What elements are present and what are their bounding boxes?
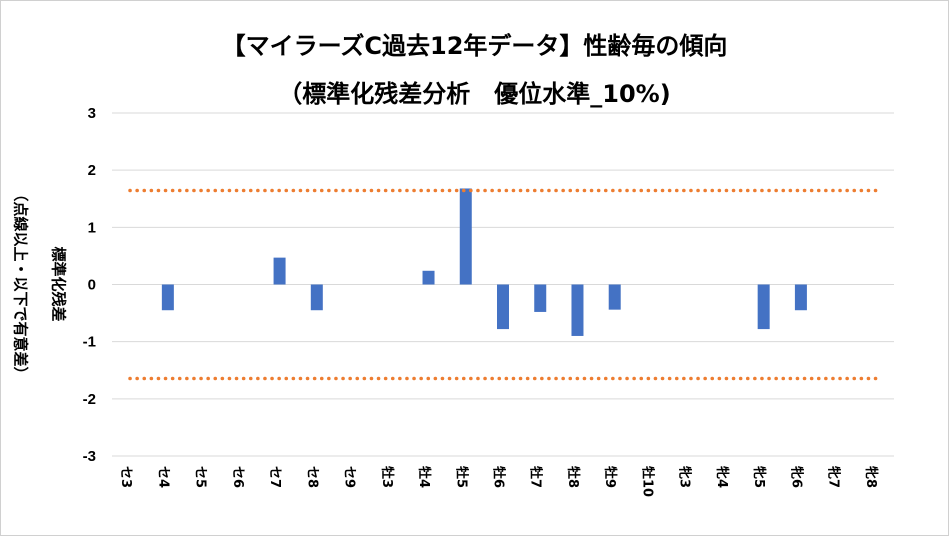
y-tick-label: 0: [88, 277, 96, 294]
bar: [161, 284, 174, 311]
x-tick-label: セ4: [155, 466, 170, 488]
x-tick-label: 牡5: [453, 466, 469, 488]
y-axis-ticks: 3 2 1 0 -1 -2 -3: [83, 105, 96, 465]
x-tick-label: 牝7: [826, 466, 842, 488]
bar: [534, 284, 547, 312]
x-tick-label: 牡8: [565, 466, 581, 488]
y-tick-label: 3: [88, 105, 96, 122]
bar: [422, 270, 435, 285]
x-tick-label: セ5: [193, 466, 208, 488]
bar: [757, 284, 770, 330]
y-tick-label: -3: [83, 448, 96, 465]
chart-subtitle: （標準化残差分析 優位水準_10%): [278, 80, 671, 108]
x-tick-label: 牝4: [714, 466, 730, 488]
bar: [497, 284, 509, 330]
bar: [608, 284, 621, 310]
y-axis-labels: 標準化残差 （点線以上・以下で有意差）: [12, 186, 68, 381]
x-tick-label: セ6: [230, 466, 245, 488]
x-tick-label: 牡9: [602, 466, 618, 488]
x-tick-label: 牝6: [788, 466, 804, 488]
bar: [310, 284, 323, 311]
y-axis-note: （点線以上・以下で有意差）: [12, 186, 30, 381]
bar: [273, 257, 286, 285]
x-tick-label: 牡10: [639, 466, 655, 497]
bar: [571, 284, 584, 336]
chart-title: 【マイラーズC過去12年データ】性齢毎の傾向: [221, 32, 728, 60]
y-tick-label: 2: [88, 162, 96, 179]
x-tick-label: セ3: [118, 466, 133, 488]
x-tick-label: 牝3: [677, 466, 693, 488]
x-tick-label: セ8: [304, 466, 319, 488]
x-tick-label: 牝5: [751, 466, 767, 488]
y-tick-label: 1: [88, 219, 96, 236]
y-tick-label: -2: [83, 391, 96, 408]
x-axis-ticks: セ3 セ4 セ5 セ6 セ7 セ8 セ9 牡3 牡4 牡5 牡6 牡7 牡8 牡9 牡10 牝3 牝4 牝5 牝6 牝…: [118, 466, 879, 497]
bar: [459, 188, 472, 285]
x-tick-label: 牡3: [379, 466, 395, 488]
x-tick-label: セ9: [342, 466, 357, 488]
x-tick-label: 牡7: [528, 466, 544, 488]
x-tick-label: セ7: [267, 466, 282, 488]
bars: [161, 188, 807, 336]
x-tick-label: 牡4: [416, 466, 432, 488]
y-tick-label: -1: [83, 334, 96, 351]
y-axis-label: 標準化残差: [50, 246, 68, 321]
bar: [794, 284, 807, 311]
x-tick-label: 牡6: [491, 466, 507, 488]
x-tick-label: 牝8: [863, 466, 879, 488]
